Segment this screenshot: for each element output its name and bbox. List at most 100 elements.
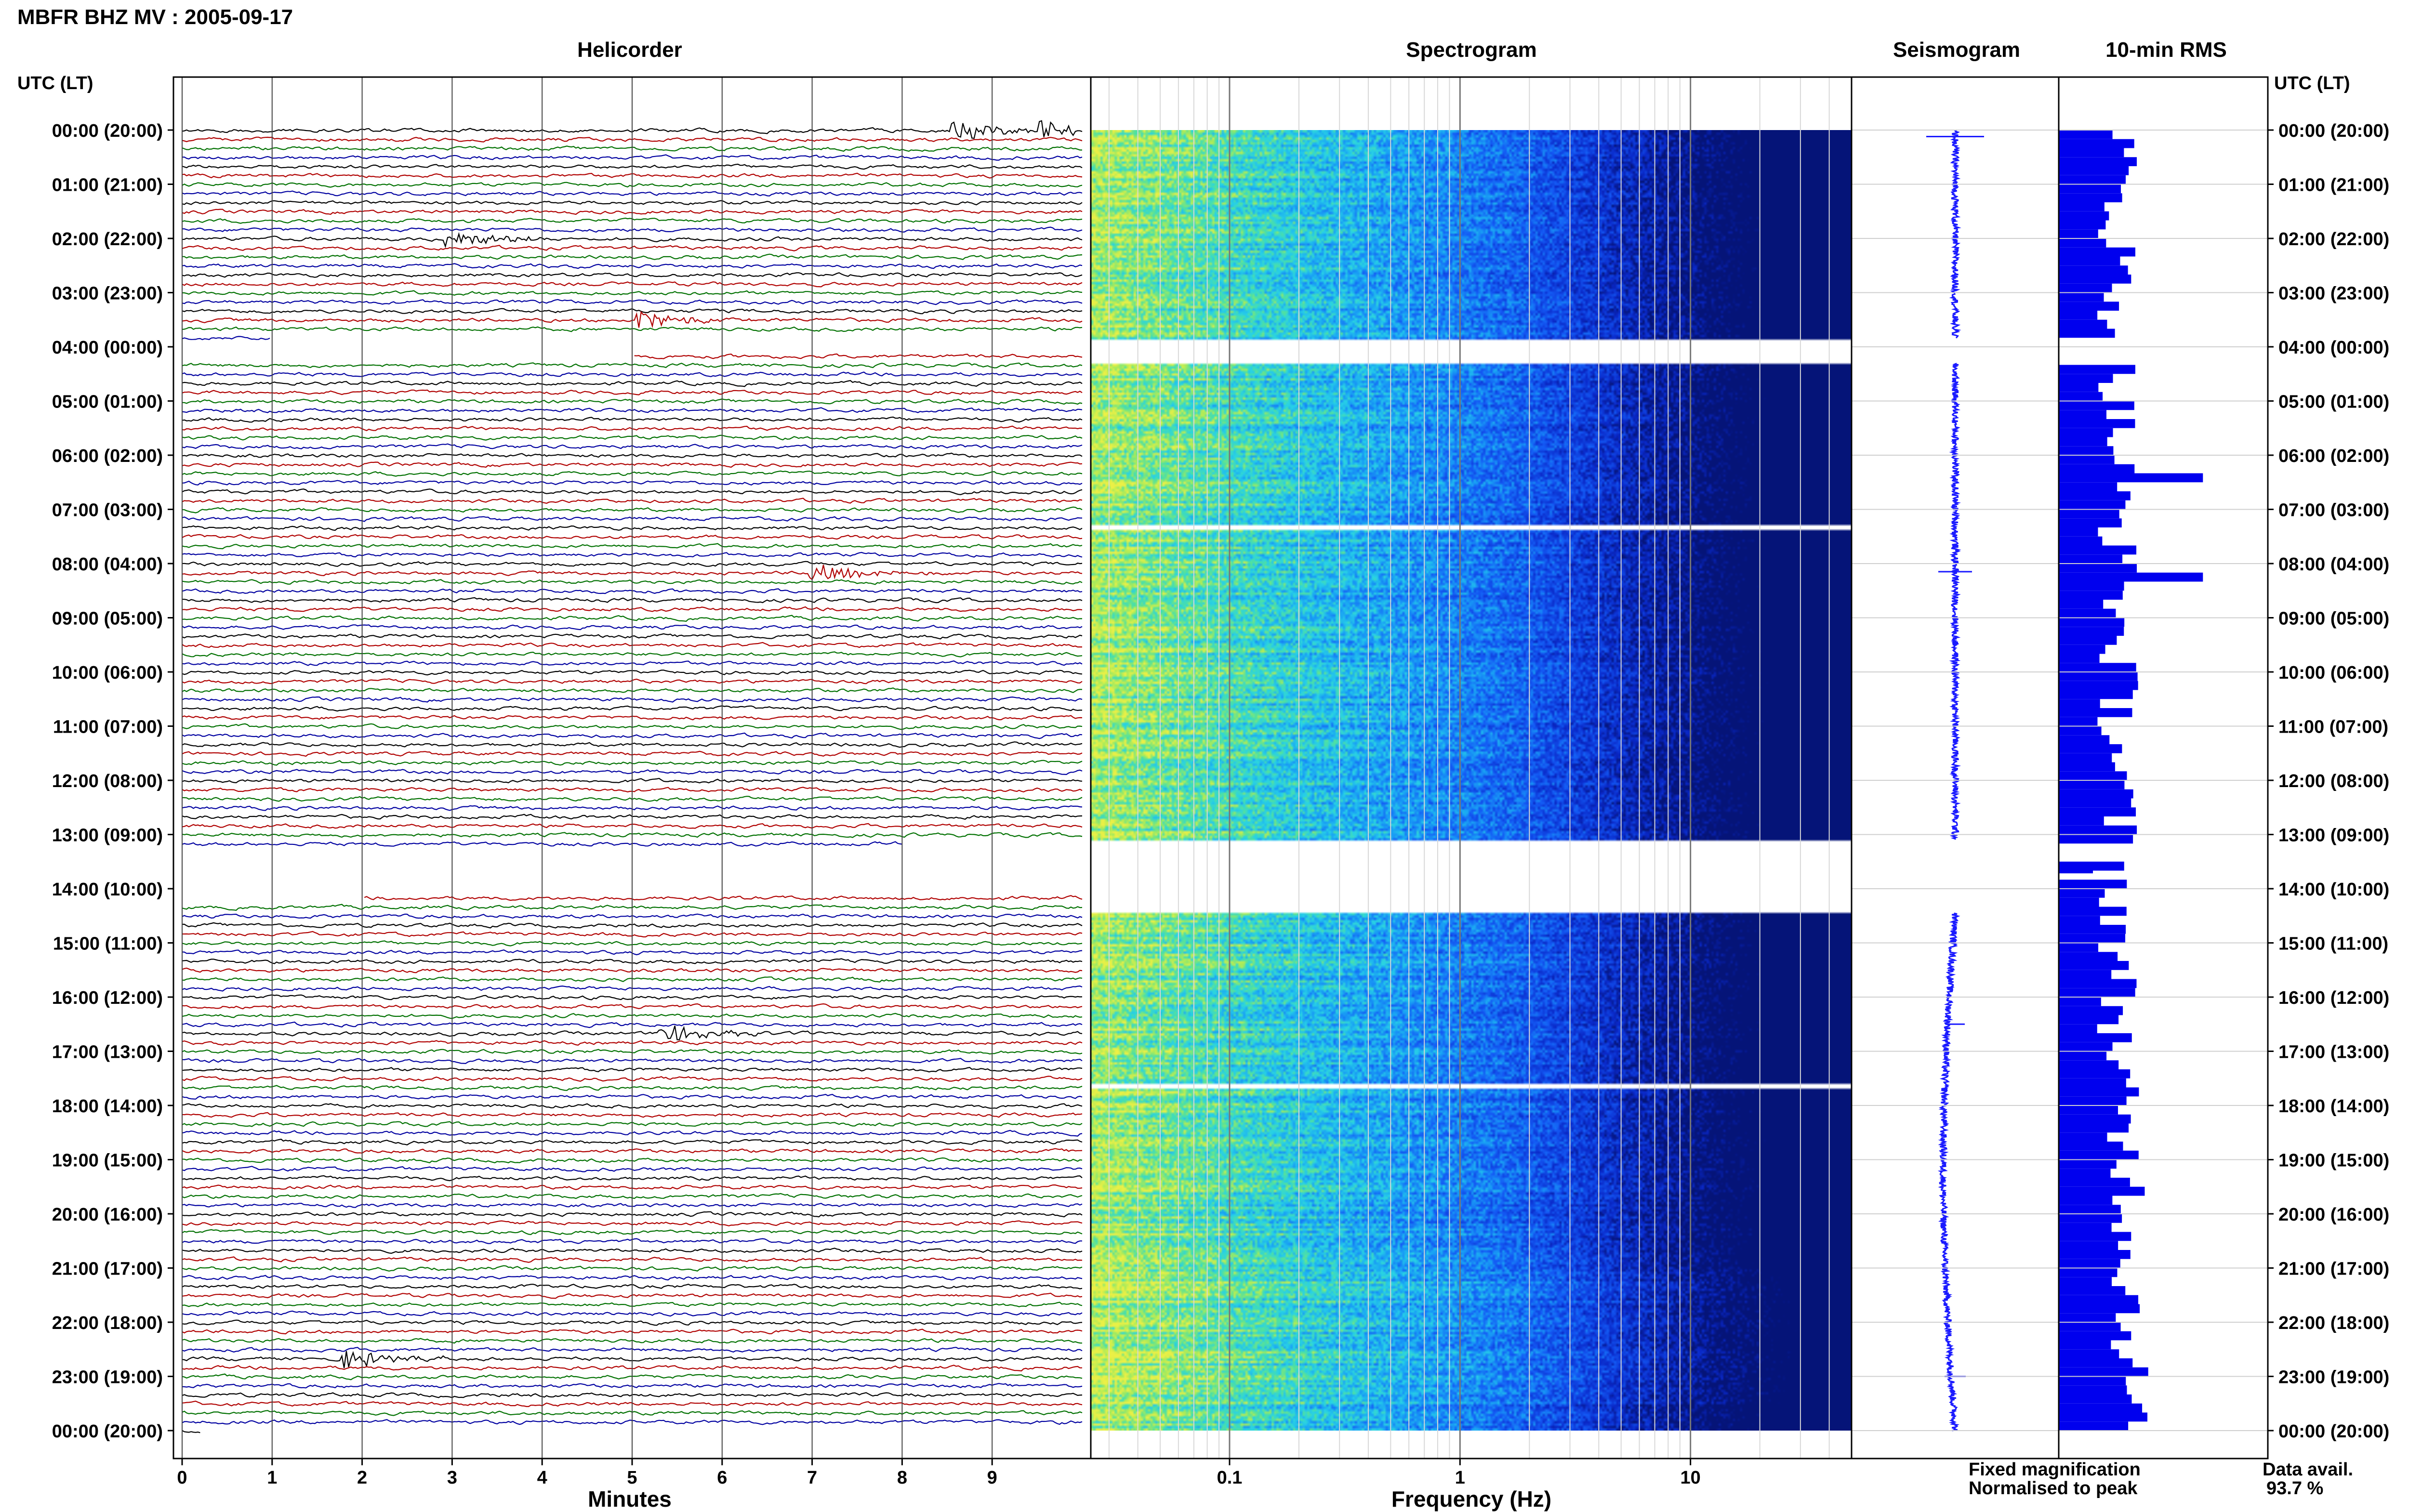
rms-bar [2059,130,2113,139]
rms-bar [2059,1105,2118,1115]
time-label-right: 20:00 (16:00) [2278,1205,2389,1225]
rms-bar [2059,1114,2131,1124]
rms-bar [2059,864,2093,874]
time-label-right: 06:00 (02:00) [2278,446,2389,466]
rms-bar [2059,591,2123,600]
time-label-left: 00:00 (20:00) [52,1421,163,1442]
rms-bar [2059,708,2132,717]
time-label-left: 20:00 (16:00) [52,1205,163,1225]
rms-bar [2059,1178,2130,1187]
frequency-tick-label: 1 [1455,1468,1465,1488]
seismogram-title: Seismogram [1893,38,2020,62]
rms-bar [2059,581,2124,591]
rms-bar [2059,1376,2126,1386]
rms-bar [2059,753,2112,763]
rms-bar [2059,1169,2111,1178]
time-label-right: 13:00 (09:00) [2278,826,2389,846]
rms-bar [2059,726,2102,736]
rms-bar [2059,329,2115,338]
rms-bar [2059,238,2106,248]
time-label-left: 19:00 (15:00) [52,1151,163,1171]
minute-tick-label: 8 [897,1468,907,1488]
rms-bar [2059,1358,2133,1367]
rms-bar [2059,699,2100,708]
minutes-axis-label: Minutes [588,1486,672,1512]
time-label-right: 17:00 (13:00) [2278,1042,2389,1063]
rms-bar [2059,211,2109,221]
time-label-right: 22:00 (18:00) [2278,1313,2389,1333]
frequency-tick-label: 0.1 [1217,1468,1243,1488]
rms-bar [2059,419,2135,428]
minute-tick-label: 6 [717,1468,727,1488]
rms-bar [2059,880,2127,889]
rms-bar [2059,907,2127,916]
rms-bar [2059,1024,2097,1033]
rms-bar [2059,1042,2113,1052]
frequency-tick-label: 10 [1681,1468,1701,1488]
rms-bar [2059,762,2115,772]
rms-bar [2059,1322,2121,1331]
rms-bar [2059,1250,2131,1259]
time-label-left: 16:00 (12:00) [52,988,163,1008]
time-label-left: 08:00 (04:00) [52,554,163,575]
rms-bar [2059,518,2122,527]
rms-title: 10-min RMS [2105,38,2227,62]
time-label-left: 03:00 (23:00) [52,284,163,304]
rms-bar [2059,780,2125,789]
time-label-left: 07:00 (03:00) [52,500,163,521]
time-label-right: 02:00 (22:00) [2278,229,2389,250]
rms-bar [2059,681,2138,690]
rms-bar [2059,735,2110,744]
rms-bar [2059,464,2135,473]
rms-bar [2059,627,2124,636]
time-label-left: 23:00 (19:00) [52,1367,163,1388]
rms-bar [2059,1421,2129,1431]
rms-bar [2059,1087,2139,1097]
rms-bar [2059,265,2128,275]
rms-bar [2059,1403,2143,1413]
minute-tick-label: 0 [177,1468,187,1488]
time-label-left: 22:00 (18:00) [52,1313,163,1333]
time-label-left: 01:00 (21:00) [52,175,163,196]
rms-bar [2059,961,2129,970]
minute-tick-label: 3 [447,1468,457,1488]
rms-bar [2059,1196,2113,1205]
rms-bar [2059,744,2122,753]
time-label-right: 19:00 (15:00) [2278,1151,2389,1171]
rms-bar [2059,608,2116,618]
rms-bar [2059,916,2100,925]
time-label-left: 15:00 (11:00) [53,934,163,954]
time-label-right: 16:00 (12:00) [2278,988,2389,1008]
rms-bar [2059,446,2114,455]
rms-bar [2059,1412,2148,1422]
rms-bar [2059,1232,2131,1241]
data-availability-label: Data avail. [2263,1459,2353,1480]
time-label-right: 10:00 (06:00) [2278,663,2389,683]
rms-bar [2059,889,2105,898]
rms-bar [2059,202,2105,211]
rms-bar [2059,482,2118,491]
rms-bar [2059,1340,2111,1350]
rms-bar [2059,717,2098,726]
rms-bar [2059,943,2099,952]
rms-bar [2059,663,2136,672]
rms-bar [2059,302,2119,311]
rms-bar [2059,1096,2127,1105]
panel-frame [2058,76,2269,1459]
rms-bar [2059,1259,2120,1268]
rms-bar [2059,979,2137,988]
helicorder-trace [364,895,1083,901]
rms-bar [2059,491,2131,500]
rms-bar [2059,1132,2107,1142]
time-label-left: 02:00 (22:00) [52,229,163,250]
rms-bar [2059,247,2135,257]
rms-bar [2059,157,2137,166]
minute-tick-label: 9 [987,1468,997,1488]
rms-bar [2059,1214,2122,1223]
rms-bar [2059,1078,2126,1088]
rms-bar [2059,1159,2117,1169]
rms-bar [2059,1142,2123,1151]
rms-bar [2059,572,2203,582]
rms-bar [2059,952,2118,961]
